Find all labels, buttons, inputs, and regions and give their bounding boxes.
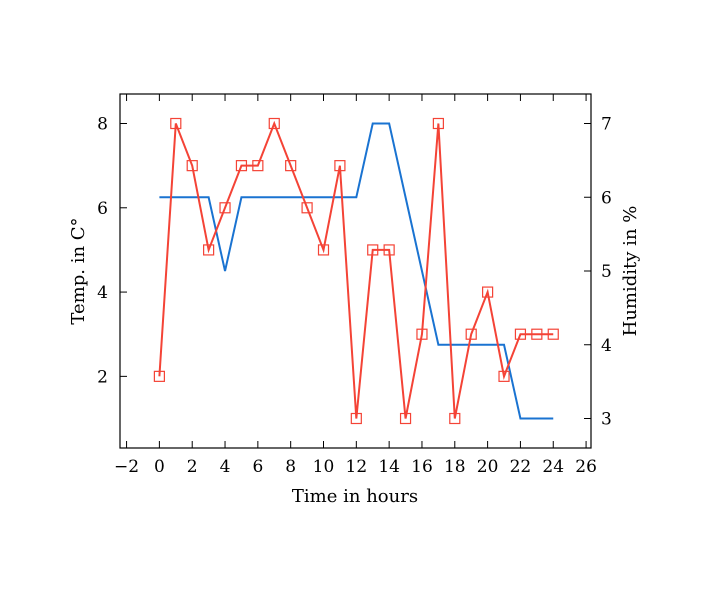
temperature-point-marker bbox=[465, 328, 477, 340]
temperature-point-marker bbox=[235, 160, 248, 172]
temperature-point-marker bbox=[432, 117, 444, 130]
temperature-point-marker bbox=[317, 244, 330, 256]
x-axis-ticks: −2 0 2 4 6 8 10 12 14 16 18 20 22 24 26 bbox=[114, 94, 597, 477]
temperature-point-marker bbox=[350, 412, 362, 425]
x-tick-label: 8 bbox=[285, 457, 296, 477]
right-y-tick-label: 3 bbox=[601, 410, 612, 430]
temperature-point-marker bbox=[383, 244, 395, 256]
temperature-point-marker bbox=[367, 244, 379, 256]
left-y-tick-label: 2 bbox=[97, 367, 108, 387]
x-tick-label: 18 bbox=[444, 457, 466, 477]
right-y-tick-label: 5 bbox=[601, 262, 612, 282]
left-y-axis-ticks: 2 4 6 8 bbox=[97, 115, 127, 387]
temperature-point-marker bbox=[531, 328, 543, 340]
right-y-axis-ticks: 3 4 5 6 7 bbox=[584, 115, 612, 430]
x-tick-label: 10 bbox=[313, 457, 335, 477]
x-tick-label: 20 bbox=[477, 457, 499, 477]
x-tick-label: 24 bbox=[542, 457, 564, 477]
temperature-point-marker bbox=[334, 160, 346, 172]
x-tick-label: 6 bbox=[252, 457, 263, 477]
temperature-point-marker bbox=[399, 412, 412, 425]
x-tick-label: 4 bbox=[220, 457, 231, 477]
temperature-point-marker bbox=[186, 160, 198, 172]
right-y-axis-label: Humidity in % bbox=[620, 206, 641, 337]
x-tick-label: 12 bbox=[346, 457, 368, 477]
left-y-tick-label: 6 bbox=[97, 199, 108, 219]
temperature-point-marker bbox=[547, 328, 559, 340]
x-tick-label: −2 bbox=[114, 457, 139, 477]
temperature-point-marker bbox=[416, 328, 428, 340]
x-tick-label: 14 bbox=[378, 457, 400, 477]
x-tick-label: 26 bbox=[575, 457, 597, 477]
left-y-tick-label: 4 bbox=[97, 283, 108, 303]
temperature-point-marker bbox=[268, 117, 280, 130]
humidity-series-line bbox=[159, 122, 554, 420]
temperature-point-marker bbox=[449, 412, 461, 425]
temperature-point-marker bbox=[252, 160, 264, 172]
temperature-point-marker bbox=[301, 202, 313, 214]
x-tick-label: 16 bbox=[411, 457, 433, 477]
x-axis-label: Time in hours bbox=[292, 486, 418, 507]
temperature-point-marker bbox=[153, 370, 165, 382]
temperature-point-marker bbox=[514, 328, 527, 340]
x-tick-label: 22 bbox=[510, 457, 532, 477]
temperature-point-marker bbox=[203, 244, 215, 256]
temperature-point-marker bbox=[219, 202, 231, 214]
temperature-point-marker bbox=[170, 117, 182, 130]
x-tick-label: 0 bbox=[154, 457, 165, 477]
x-tick-label: 2 bbox=[187, 457, 198, 477]
left-y-axis-label: Temp. in C° bbox=[68, 217, 89, 324]
right-y-tick-label: 7 bbox=[601, 115, 612, 135]
right-y-tick-label: 6 bbox=[601, 188, 612, 208]
temperature-point-marker bbox=[482, 286, 494, 298]
temperature-point-marker bbox=[285, 160, 297, 172]
temperature-series-line bbox=[158, 120, 554, 419]
left-y-tick-label: 8 bbox=[97, 115, 108, 135]
right-y-tick-label: 4 bbox=[601, 336, 612, 356]
temperature-point-marker bbox=[498, 370, 510, 382]
series-layer bbox=[153, 117, 559, 425]
